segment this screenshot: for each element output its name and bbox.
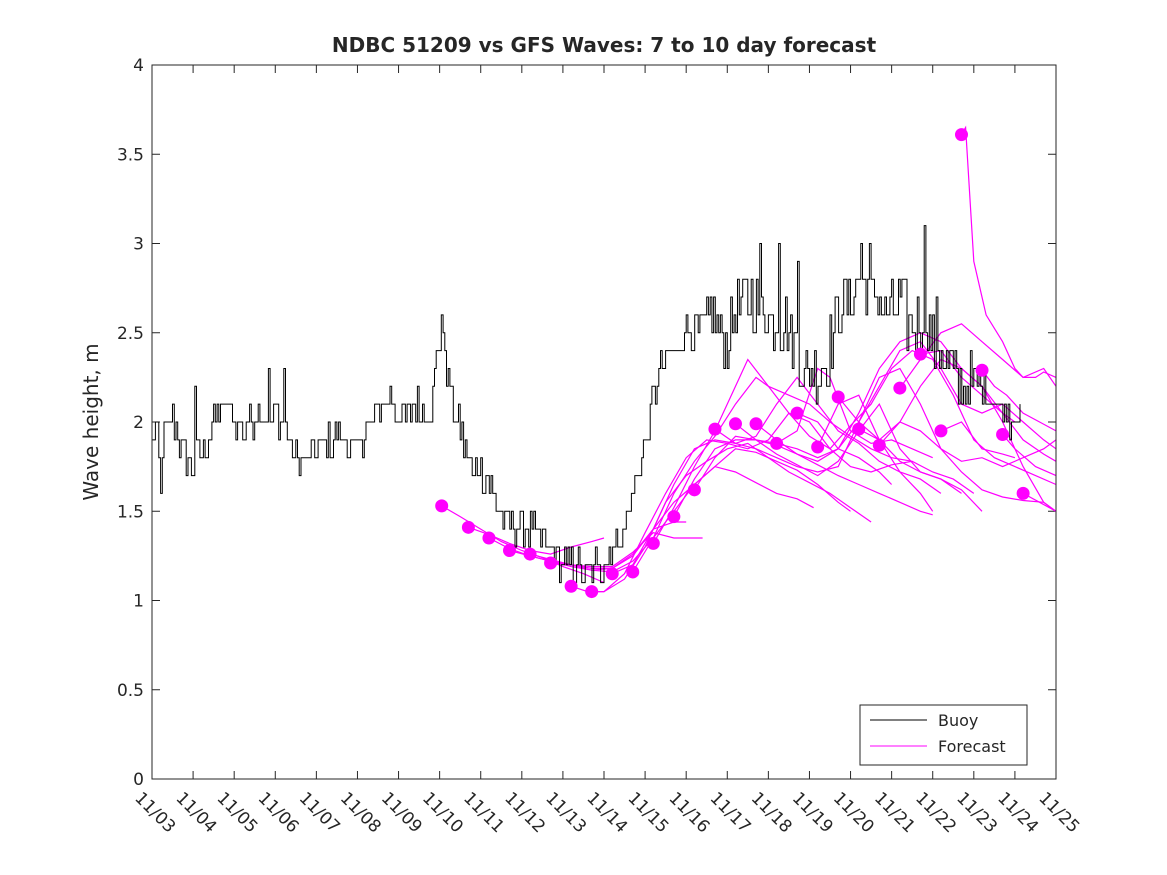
forecast-marker: [687, 483, 701, 497]
forecast-marker: [934, 424, 948, 438]
forecast-line: [673, 340, 1057, 517]
legend-box: [859, 704, 1028, 766]
forecast-marker: [996, 427, 1010, 441]
forecast-line: [652, 349, 1057, 544]
forecast-line: [776, 367, 933, 459]
legend: Buoy Forecast: [859, 704, 1028, 766]
legend-buoy-label: Buoy: [938, 711, 978, 730]
y-ticks: 0 0.5 1 1.5 2 2.5 3 3.5 4: [117, 56, 1056, 790]
forecast-marker: [811, 440, 825, 454]
forecast-line: [940, 421, 1016, 459]
forecast-line: [550, 448, 851, 573]
forecast-marker: [790, 406, 804, 420]
forecast-marker: [461, 520, 475, 534]
y-tick-label: 2: [133, 413, 144, 433]
forecast-line: [714, 367, 1057, 473]
buoy-line: [152, 225, 1021, 584]
forecast-marker: [893, 381, 907, 395]
y-tick-label: 3.5: [117, 145, 144, 165]
buoy-series: [152, 225, 1021, 584]
forecast-marker: [435, 499, 449, 513]
y-tick-label: 0: [133, 770, 144, 790]
legend-forecast-label: Forecast: [938, 737, 1006, 756]
forecast-line: [591, 412, 913, 593]
forecast-marker: [872, 438, 886, 452]
forecast-marker: [502, 544, 516, 558]
forecast-marker: [975, 363, 989, 377]
forecast-marker: [523, 547, 537, 561]
forecast-marker: [605, 567, 619, 581]
forecast-marker: [482, 531, 496, 545]
forecast-marker: [646, 536, 660, 550]
forecast-line: [796, 412, 893, 485]
y-axis-label: Wave height, m: [79, 343, 103, 500]
forecast-marker: [728, 417, 742, 431]
forecast-marker: [852, 422, 866, 436]
y-tick-label: 3: [133, 235, 144, 255]
chart-title: NDBC 51209 vs GFS Waves: 7 to 10 day for…: [332, 33, 877, 57]
forecast-marker: [770, 436, 784, 450]
y-tick-label: 0.5: [117, 681, 144, 701]
forecast-marker: [954, 128, 968, 142]
forecast-line: [858, 421, 1057, 512]
y-tick-label: 2.5: [117, 324, 144, 344]
forecast-marker: [1016, 486, 1030, 500]
forecast-line: [632, 376, 975, 573]
plot-area: [152, 65, 1056, 779]
forecast-line: [611, 376, 942, 575]
plot-frame: [151, 64, 1057, 780]
forecast-marker: [913, 347, 927, 361]
forecast-marker: [831, 390, 845, 404]
forecast-marker: [626, 565, 640, 579]
forecast-line: [981, 369, 1057, 432]
forecast-marker: [564, 579, 578, 593]
forecast-line: [1002, 434, 1057, 477]
forecast-marker: [749, 417, 763, 431]
forecast-line: [960, 125, 1057, 378]
forecast-marker: [667, 510, 681, 524]
forecast-marker: [544, 556, 558, 570]
forecast-marker: [585, 585, 599, 599]
y-tick-label: 1: [133, 592, 144, 612]
forecast-marker: [708, 422, 722, 436]
forecast-line: [509, 532, 703, 568]
y-tick-label: 1.5: [117, 502, 144, 522]
forecast-markers: [435, 128, 1030, 599]
forecast-line: [755, 423, 933, 516]
y-tick-label: 4: [133, 56, 144, 76]
